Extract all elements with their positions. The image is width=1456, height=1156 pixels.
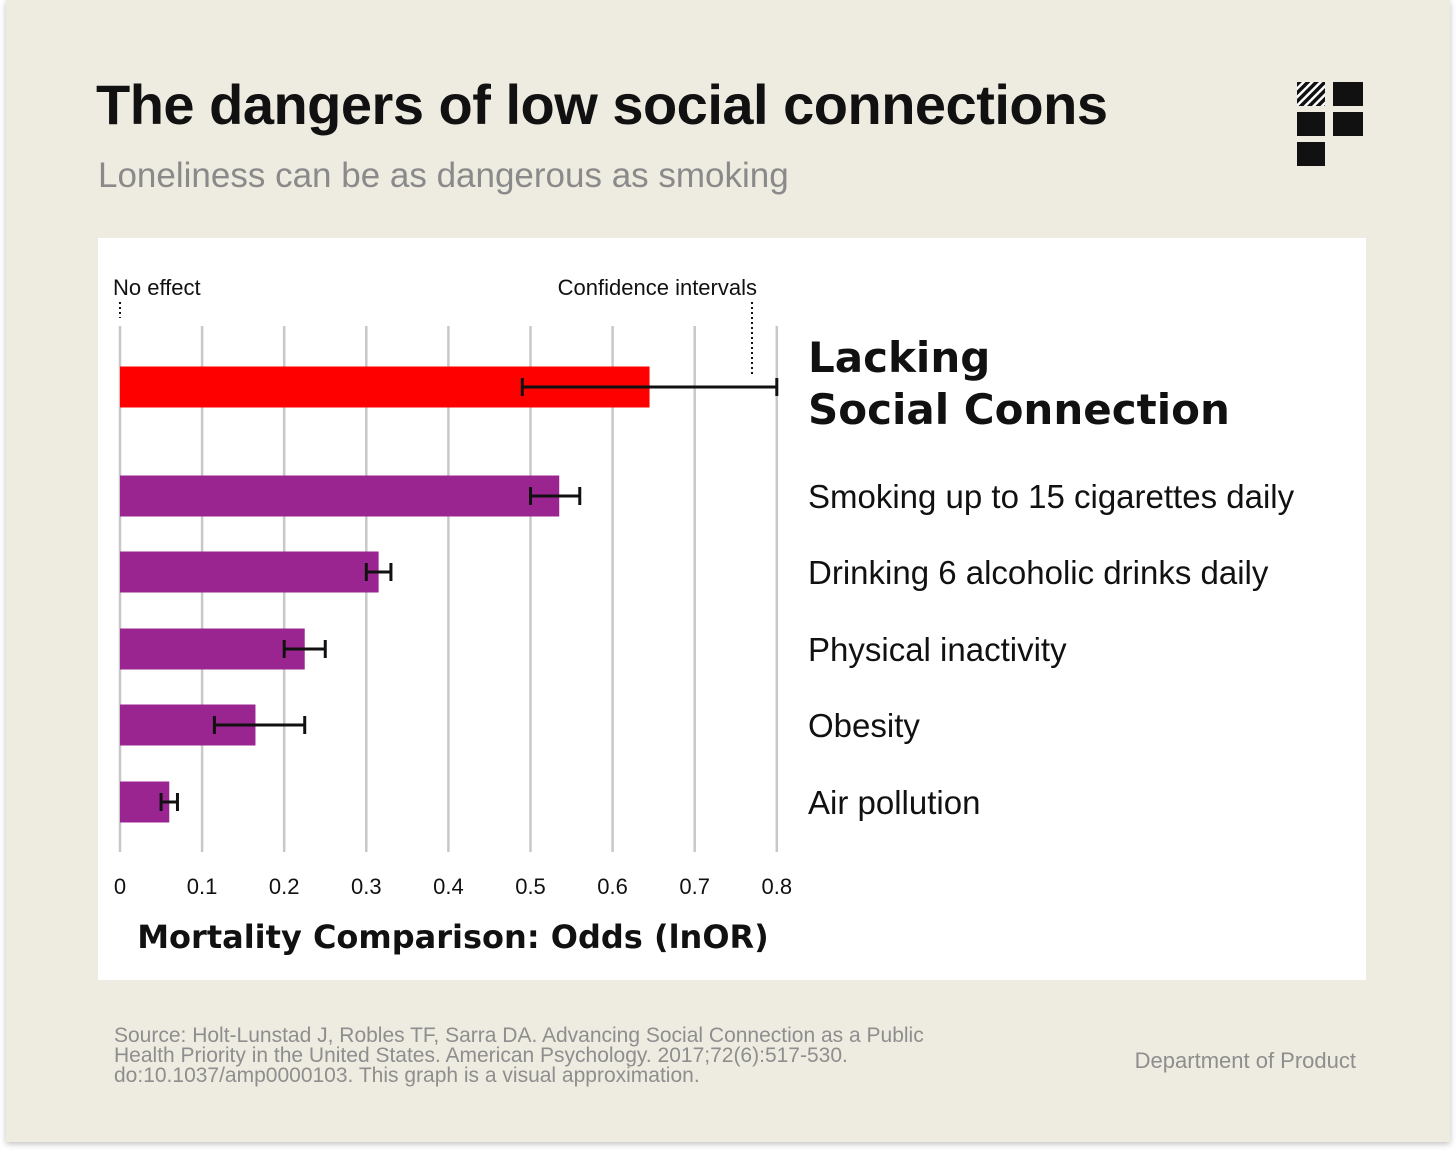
brand-logo-icon xyxy=(1297,82,1363,166)
bar-chart: 0 0.1 0.2 0.3 0.4 0.5 0.6 0.7 0.8 Mortality Compa… xyxy=(113,275,1295,956)
x-tick-label: 0.2 xyxy=(269,874,300,899)
x-tick-label: 0.6 xyxy=(597,874,628,899)
x-tick-label: 0.1 xyxy=(187,874,218,899)
x-tick-label: 0.4 xyxy=(433,874,464,899)
x-tick-label: 0 xyxy=(114,874,126,899)
category-label-highlight: Lacking xyxy=(808,333,990,382)
confidence-intervals-annotation: Confidence intervals xyxy=(558,275,757,300)
x-axis-title: Mortality Comparison: Odds (lnOR) xyxy=(137,918,769,956)
category-label: Smoking up to 15 cigarettes daily xyxy=(808,478,1295,515)
x-tick-label: 0.7 xyxy=(679,874,710,899)
source-line: Health Priority in the United States. Am… xyxy=(114,1044,848,1067)
x-tick-label: 0.8 xyxy=(762,874,793,899)
source-line: do:10.1037/amp0000103. This graph is a v… xyxy=(114,1064,700,1087)
x-tick-label: 0.5 xyxy=(515,874,546,899)
bar xyxy=(120,475,560,517)
category-label: Air pollution xyxy=(808,784,980,821)
category-label: Physical inactivity xyxy=(808,631,1067,668)
category-label-highlight: Social Connection xyxy=(808,385,1230,434)
no-effect-annotation: No effect xyxy=(113,275,201,300)
page-subtitle: Loneliness can be as dangerous as smokin… xyxy=(98,156,789,195)
bar xyxy=(120,628,305,670)
page-title: The dangers of low social connections xyxy=(96,73,1108,136)
category-label: Obesity xyxy=(808,707,920,744)
infographic-card: The dangers of low social connections Lo… xyxy=(6,0,1450,1142)
x-tick-label: 0.3 xyxy=(351,874,382,899)
source-citation: Source: Holt-Lunstad J, Robles TF, Sarra… xyxy=(114,1024,974,1087)
bar xyxy=(120,551,379,593)
brand-name: Department of Product xyxy=(1134,1048,1356,1073)
source-line: Source: Holt-Lunstad J, Robles TF, Sarra… xyxy=(114,1024,924,1047)
chart-panel: 0 0.1 0.2 0.3 0.4 0.5 0.6 0.7 0.8 Mortality Compa… xyxy=(98,238,1366,980)
category-label: Drinking 6 alcoholic drinks daily xyxy=(808,554,1269,591)
